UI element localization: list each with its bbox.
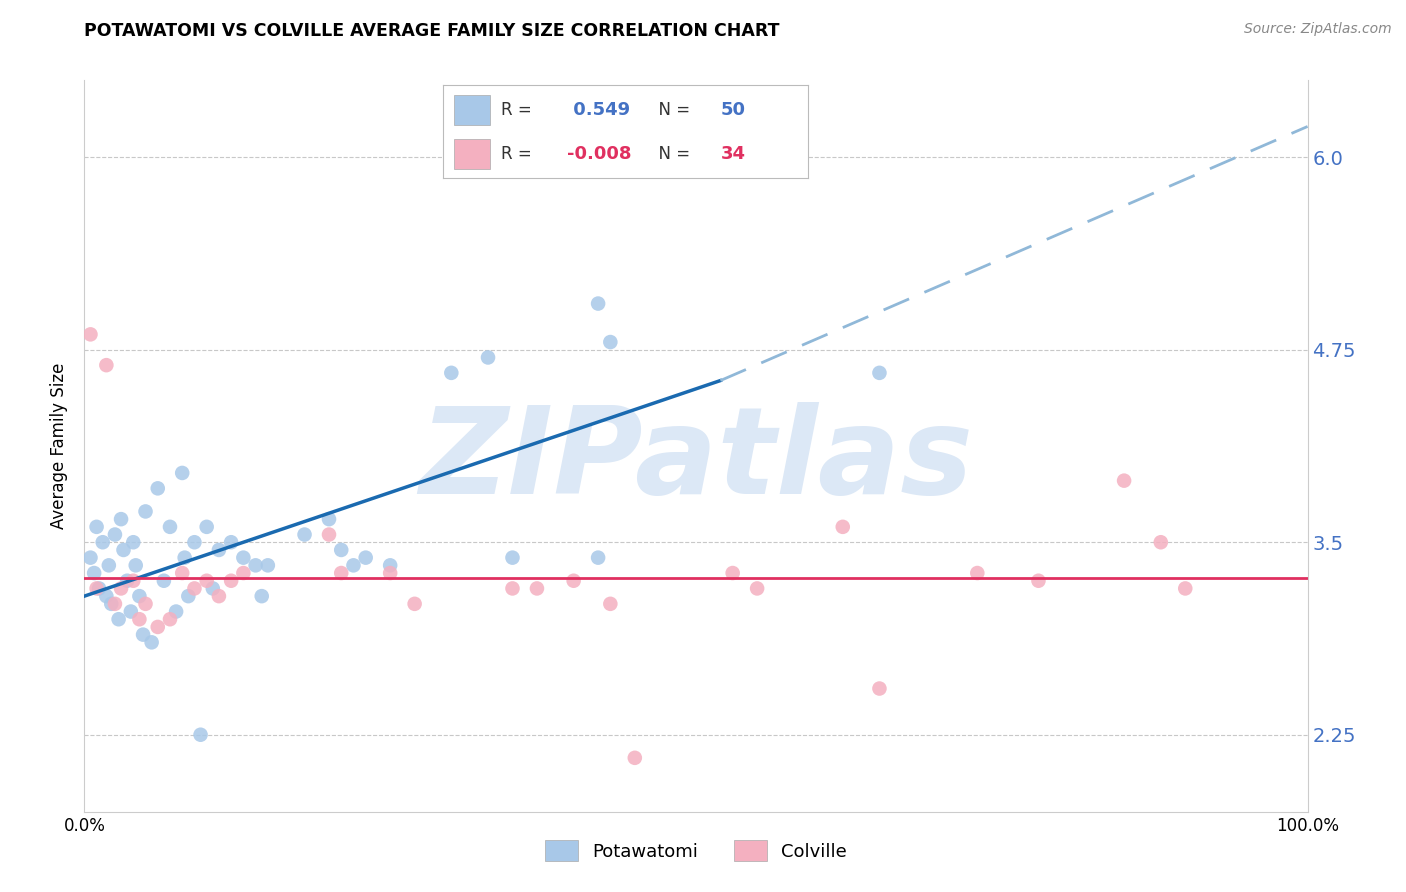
Point [172, 566, 194, 580]
Point [831, 520, 853, 534]
Point [330, 566, 353, 580]
Text: Source: ZipAtlas.com: Source: ZipAtlas.com [1244, 22, 1392, 37]
Point [562, 574, 585, 588]
Point [208, 543, 231, 558]
Point [104, 527, 127, 541]
Point [87, 582, 110, 596]
Point [177, 589, 200, 603]
Point [330, 543, 353, 558]
Point [1150, 535, 1173, 549]
Point [1114, 474, 1136, 488]
Point [112, 543, 135, 558]
Text: 50: 50 [721, 101, 745, 119]
Point [107, 612, 129, 626]
Point [146, 481, 169, 495]
Point [219, 535, 242, 549]
Point [122, 574, 145, 588]
Point [440, 366, 463, 380]
Point [599, 597, 621, 611]
Point [1028, 574, 1050, 588]
Point [599, 334, 621, 349]
Point [146, 620, 169, 634]
Y-axis label: Average Family Size: Average Family Size [51, 363, 69, 529]
Point [1174, 582, 1197, 596]
Point [110, 512, 132, 526]
Point [624, 751, 647, 765]
Text: N =: N = [648, 145, 695, 163]
Point [125, 558, 148, 573]
Point [104, 597, 127, 611]
Point [128, 589, 150, 603]
Point [79, 327, 101, 342]
Point [586, 550, 609, 565]
Point [183, 535, 205, 549]
Point [96, 358, 118, 372]
Point [183, 582, 205, 596]
Point [86, 582, 108, 596]
Point [208, 589, 231, 603]
Text: R =: R = [502, 145, 537, 163]
Point [380, 566, 402, 580]
Point [232, 550, 254, 565]
Text: 0.549: 0.549 [567, 101, 630, 119]
Point [318, 527, 340, 541]
Point [232, 566, 254, 580]
FancyBboxPatch shape [454, 95, 491, 125]
Text: ZIPatlas: ZIPatlas [419, 402, 973, 519]
Point [115, 574, 138, 588]
Point [96, 589, 118, 603]
Text: N =: N = [648, 101, 695, 119]
FancyBboxPatch shape [454, 139, 491, 169]
Point [86, 520, 108, 534]
Point [100, 597, 122, 611]
Legend: Potawatomi, Colville: Potawatomi, Colville [538, 833, 853, 869]
Point [165, 605, 187, 619]
Point [219, 574, 242, 588]
Text: -0.008: -0.008 [567, 145, 631, 163]
Point [502, 582, 524, 596]
Point [159, 612, 181, 626]
Point [122, 535, 145, 549]
Point [869, 366, 891, 380]
Point [79, 550, 101, 565]
Point [97, 558, 120, 573]
Point [172, 466, 194, 480]
Point [257, 558, 280, 573]
Point [721, 566, 744, 580]
Point [354, 550, 377, 565]
Point [153, 574, 176, 588]
Point [526, 582, 548, 596]
Point [120, 605, 142, 619]
Point [502, 550, 524, 565]
Point [245, 558, 267, 573]
Point [173, 550, 195, 565]
Point [159, 520, 181, 534]
Text: 34: 34 [721, 145, 745, 163]
Point [201, 582, 224, 596]
Point [318, 512, 340, 526]
Point [128, 612, 150, 626]
Point [132, 627, 155, 641]
Text: POTAWATOMI VS COLVILLE AVERAGE FAMILY SIZE CORRELATION CHART: POTAWATOMI VS COLVILLE AVERAGE FAMILY SI… [84, 22, 780, 40]
Point [141, 635, 163, 649]
Text: R =: R = [502, 101, 537, 119]
Point [135, 504, 157, 518]
Point [342, 558, 364, 573]
Point [250, 589, 273, 603]
Point [966, 566, 988, 580]
Point [380, 558, 402, 573]
Point [135, 597, 157, 611]
Point [83, 566, 105, 580]
Point [110, 582, 132, 596]
Point [195, 574, 218, 588]
Point [91, 535, 114, 549]
Point [294, 527, 316, 541]
Point [586, 296, 609, 310]
Point [869, 681, 891, 696]
Point [195, 520, 218, 534]
Point [747, 582, 769, 596]
Point [190, 728, 212, 742]
Point [477, 351, 499, 365]
Point [404, 597, 426, 611]
